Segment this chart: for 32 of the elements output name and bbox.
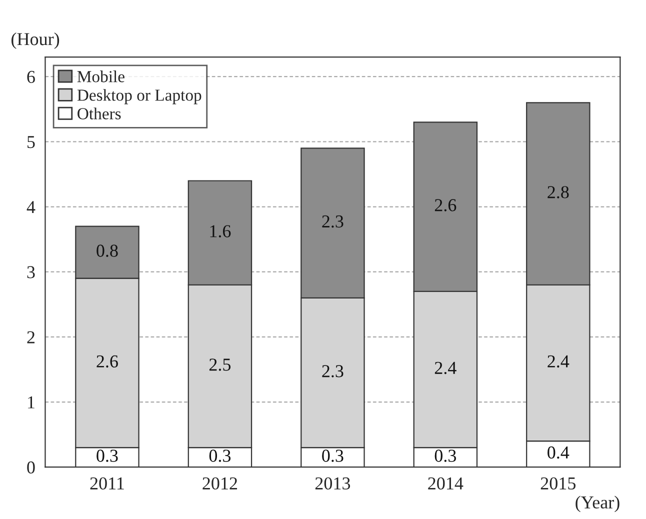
legend-label: Others — [78, 108, 121, 120]
data-label: 2.4 — [548, 355, 570, 368]
data-label: 1.6 — [210, 225, 231, 238]
y-tick-label: 3 — [27, 266, 35, 278]
data-label: 2.3 — [322, 215, 344, 228]
x-axis-title: (Year) — [576, 496, 620, 512]
x-tick-label: 2013 — [315, 477, 350, 490]
data-label: 2.6 — [434, 199, 456, 212]
data-label: 0.3 — [96, 450, 118, 462]
y-tick-label: 0 — [27, 461, 35, 474]
data-label: 0.4 — [548, 446, 570, 459]
data-label: 0.3 — [209, 450, 231, 462]
data-label: 2.6 — [96, 355, 118, 368]
data-label: 0.8 — [96, 244, 118, 257]
data-label: 0.3 — [434, 450, 456, 462]
y-tick-label: 5 — [28, 136, 35, 148]
y-tick-label: 2 — [27, 331, 34, 344]
data-label: 2.8 — [548, 186, 569, 198]
x-tick-label: 2014 — [428, 477, 464, 490]
data-label: 0.3 — [322, 450, 344, 462]
legend-label: Desktop or Laptop — [77, 89, 202, 104]
x-tick-label: 2015 — [540, 477, 576, 490]
data-label: 2.4 — [434, 362, 456, 374]
y-axis-title: (Hour) — [12, 32, 60, 49]
data-label: 2.3 — [322, 365, 344, 378]
y-tick-label: 1 — [28, 396, 34, 408]
y-tick-label: 6 — [27, 70, 35, 84]
x-tick-label: 2011 — [90, 477, 124, 490]
data-label: 2.5 — [209, 358, 231, 371]
legend-label: Mobile — [77, 70, 124, 82]
y-tick-label: 4 — [26, 201, 36, 214]
x-tick-label: 2012 — [202, 477, 238, 490]
